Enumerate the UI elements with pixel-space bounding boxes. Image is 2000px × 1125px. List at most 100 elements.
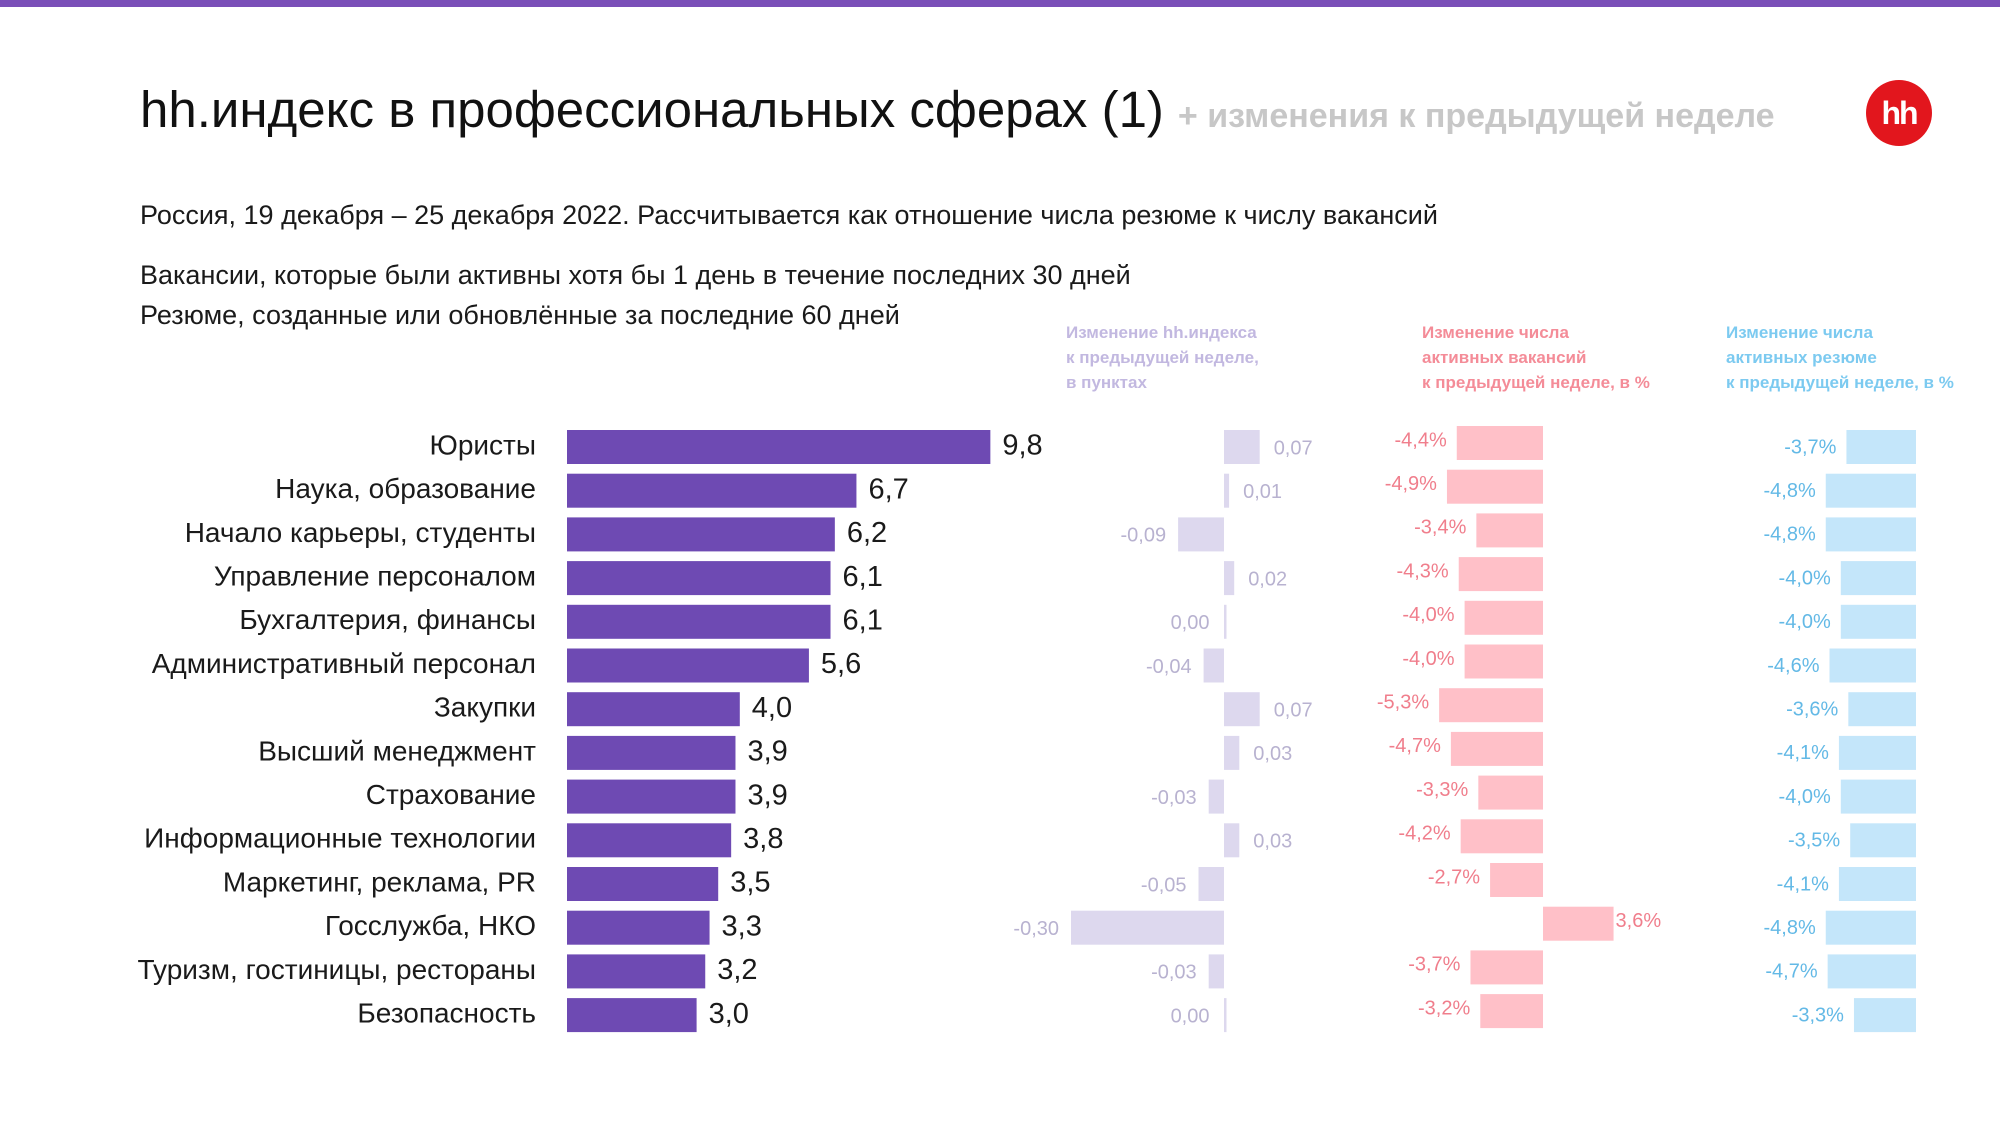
category-label: Информационные технологии (144, 823, 536, 854)
resumes-change-label: -4,1% (1777, 873, 1829, 895)
index-change-bar (1224, 998, 1227, 1033)
resumes-change-label: -4,8% (1764, 480, 1816, 502)
resumes-change-bar (1848, 692, 1916, 727)
resumes-change-bar (1825, 517, 1916, 552)
index-bar (567, 473, 857, 508)
category-label: Госслужба, НКО (325, 910, 536, 941)
resumes-change-label: -3,7% (1784, 436, 1836, 458)
category-label: Закупки (434, 692, 536, 723)
index-bar (567, 517, 835, 552)
vacancies-change-bar (1478, 775, 1543, 810)
vacancies-change-bar (1464, 644, 1543, 679)
index-bar (567, 867, 719, 901)
subtitle-period: Россия, 19 декабря – 25 декабря 2022. Ра… (140, 200, 1438, 230)
vacancies-change-bar (1480, 994, 1543, 1029)
index-change-label: -0,03 (1151, 787, 1197, 809)
index-change-column-header: Изменение hh.индекса к предыдущей неделе… (1066, 323, 1259, 392)
resumes-change-bar (1838, 867, 1916, 901)
hh-logo: hh (1866, 80, 1932, 146)
vacancies-change-label: -5,3% (1377, 691, 1429, 713)
index-value-label: 3,3 (722, 910, 762, 942)
vacancies-change-column-header: Изменение числа активных вакансий к пред… (1422, 323, 1650, 392)
index-value-label: 6,1 (843, 604, 883, 636)
resumes-change-label: -3,5% (1788, 830, 1840, 852)
category-label: Бухгалтерия, финансы (239, 604, 536, 635)
resumes-change-column-header: Изменение числа активных резюме к предыд… (1726, 323, 1954, 392)
index-bar (567, 561, 831, 596)
index-value-label: 5,6 (821, 648, 861, 680)
category-label: Наука, образование (275, 473, 536, 504)
resumes-change-label: -4,8% (1764, 917, 1816, 939)
index-bar (567, 910, 710, 945)
resumes-change-label: -4,0% (1779, 567, 1831, 589)
resumes-change-bar (1850, 823, 1916, 858)
index-value-label: 3,0 (709, 998, 749, 1030)
vacancies-change-label: -4,9% (1385, 473, 1437, 495)
index-bar (567, 998, 697, 1033)
index-change-bar (1224, 561, 1235, 596)
resumes-change-label: -4,1% (1777, 742, 1829, 764)
index-bar (567, 954, 706, 989)
index-value-label: 3,5 (730, 867, 770, 899)
resumes-change-bar (1840, 779, 1916, 814)
category-label: Управление персоналом (214, 560, 536, 591)
index-bar (567, 823, 732, 858)
resumes-change-label: -3,6% (1786, 698, 1838, 720)
index-change-bar (1224, 735, 1240, 770)
resumes-change-bar (1853, 998, 1916, 1033)
index-change-bar (1178, 517, 1224, 552)
vacancies-change-label: -4,4% (1395, 429, 1447, 451)
resumes-change-bar (1825, 473, 1916, 508)
category-label: Маркетинг, реклама, PR (223, 866, 536, 897)
index-change-label: -0,09 (1121, 525, 1167, 547)
vacancies-change-label: -3,4% (1414, 517, 1466, 539)
index-change-bar (1224, 823, 1240, 858)
index-change-label: 0,00 (1171, 1005, 1210, 1027)
index-change-label: -0,03 (1151, 962, 1197, 984)
index-change-bar (1208, 954, 1224, 989)
title-row: hh.индекс в профессиональных сферах (1) +… (140, 80, 1775, 139)
index-change-bar (1224, 473, 1230, 508)
resumes-change-bar (1840, 604, 1916, 639)
index-bar (567, 430, 991, 464)
vacancies-change-label: -3,2% (1418, 997, 1470, 1019)
vacancies-change-label: -4,2% (1398, 823, 1450, 845)
vacancies-change-bar (1464, 600, 1543, 635)
resumes-change-label: -4,0% (1779, 786, 1831, 808)
vacancies-change-bar (1446, 469, 1543, 504)
vacancies-change-label: -3,3% (1416, 779, 1468, 801)
index-change-label: 0,02 (1248, 568, 1287, 590)
index-value-label: 3,9 (747, 779, 787, 811)
resumes-change-label: -4,6% (1767, 655, 1819, 677)
index-value-label: 6,2 (847, 517, 887, 549)
index-change-label: -0,05 (1141, 874, 1187, 896)
category-label: Административный персонал (152, 648, 536, 679)
index-bar (567, 648, 809, 683)
index-value-label: 3,8 (743, 823, 783, 855)
index-value-label: 9,8 (1002, 430, 1042, 462)
vacancies-change-label: -4,7% (1389, 735, 1441, 757)
vacancies-change-label: 3,6% (1616, 910, 1662, 932)
index-change-label: 0,07 (1274, 437, 1313, 459)
vacancies-change-label: -3,7% (1408, 954, 1460, 976)
vacancies-change-label: -4,0% (1402, 648, 1454, 670)
resumes-change-bar (1846, 430, 1916, 464)
resumes-change-bar (1825, 910, 1916, 945)
vacancies-change-label: -4,3% (1396, 560, 1448, 582)
index-change-label: 0,03 (1253, 743, 1292, 765)
page-title: hh.индекс в профессиональных сферах (1) (140, 81, 1164, 138)
index-value-label: 3,9 (747, 736, 787, 768)
subtitle-vacancies-note: Вакансии, которые были активны хотя бы 1… (140, 260, 1131, 290)
index-change-bar (1203, 648, 1224, 683)
category-label: Юристы (430, 429, 536, 460)
vacancies-change-bar (1543, 906, 1614, 941)
vacancies-change-bar (1450, 731, 1543, 766)
index-change-bar (1071, 910, 1224, 945)
index-change-bar (1208, 779, 1224, 814)
index-change-bar (1198, 867, 1224, 901)
title-suffix: + изменения к предыдущей неделе (1177, 97, 1775, 135)
index-value-label: 3,2 (717, 954, 757, 986)
vacancies-change-bar (1456, 426, 1543, 460)
category-label: Страхование (366, 779, 536, 810)
